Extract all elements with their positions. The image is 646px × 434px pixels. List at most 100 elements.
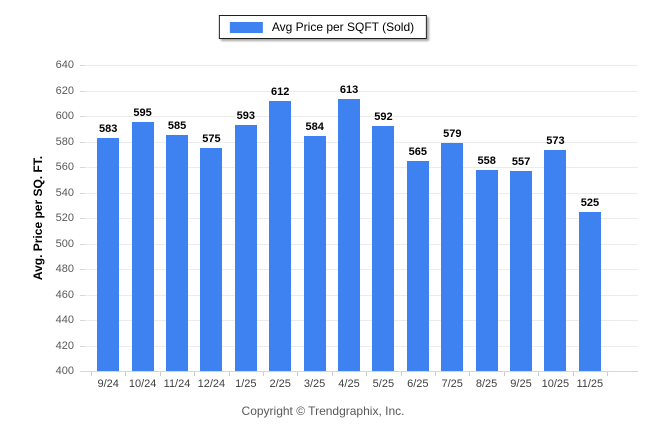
y-axis-tick <box>80 269 85 270</box>
y-axis-tick <box>80 116 85 117</box>
bar-slot: 558 <box>469 65 503 371</box>
bars-container: 583 595 585 575 593 612 584 613 592 565 579 558 557 5… <box>91 65 607 371</box>
x-axis-tick <box>331 372 333 376</box>
bar-8/25 <box>475 169 498 371</box>
y-axis-tick-label: 540 <box>55 186 74 199</box>
gridline <box>85 269 638 270</box>
y-axis-tick-label: 460 <box>55 288 74 301</box>
x-axis-tick-label: 11/25 <box>576 378 604 390</box>
y-axis-tick <box>80 243 85 245</box>
bar-value-label: 565 <box>408 145 428 158</box>
gridline <box>85 116 638 117</box>
y-axis-tick-label: 560 <box>55 161 74 173</box>
gridline <box>85 320 638 321</box>
bar-slot: 525 <box>573 65 607 371</box>
bar-value-label: 595 <box>133 107 152 120</box>
y-axis-tick-label: 580 <box>55 135 74 148</box>
bar-value-label: 613 <box>339 84 359 97</box>
x-axis-tick <box>263 372 264 376</box>
y-axis-tick <box>80 192 85 194</box>
bar-5/25 <box>372 126 395 371</box>
x-axis-tick-label: 8/25 <box>475 378 498 390</box>
x-axis-tick-label: 7/25 <box>441 378 463 390</box>
x-axis-tick <box>228 372 230 376</box>
gridline <box>85 192 638 194</box>
x-axis-tick-label: 11/24 <box>163 378 191 390</box>
legend: Avg Price per SQFT (Sold) <box>218 15 428 39</box>
y-axis-tick <box>80 167 85 168</box>
bar-9/25 <box>510 170 533 371</box>
x-axis-tick-label: 3/25 <box>303 378 326 390</box>
y-axis-tick-label: 620 <box>55 84 74 97</box>
x-axis-tick-label: 10/25 <box>541 378 570 390</box>
x-axis-tick-label: 12/24 <box>197 378 226 390</box>
x-axis-tick-label: 9/25 <box>510 378 532 390</box>
y-axis-tick <box>80 65 85 66</box>
bar-value-label: 575 <box>202 132 221 145</box>
x-axis-tick <box>400 372 402 376</box>
bar-slot: 573 <box>538 65 572 371</box>
x-axis-tick <box>159 372 161 376</box>
x-axis-tick <box>91 372 92 376</box>
gridline <box>85 243 638 245</box>
x-axis-tick <box>366 372 368 376</box>
bar-value-label: 525 <box>580 196 600 209</box>
bar-9/24 <box>97 137 120 371</box>
bar-6/25 <box>406 160 429 371</box>
gridline <box>85 141 638 143</box>
bar-slot: 612 <box>263 65 297 371</box>
x-axis-tick-label: 2/25 <box>269 378 291 390</box>
y-axis-tick <box>80 294 85 296</box>
x-axis-tick-label: 6/25 <box>407 378 429 390</box>
gridline <box>85 65 638 66</box>
legend-swatch-icon <box>229 21 263 33</box>
x-axis-tick <box>297 372 299 376</box>
bar-slot: 583 <box>91 65 125 371</box>
x-axis-tick <box>572 372 574 376</box>
y-axis-tick <box>80 90 85 92</box>
bar-slot: 575 <box>194 65 228 371</box>
bar-value-label: 592 <box>374 111 393 124</box>
bar-slot: 565 <box>401 65 435 371</box>
x-axis-line <box>85 371 638 372</box>
bar-value-label: 558 <box>477 154 496 167</box>
bar-slot: 579 <box>435 65 469 371</box>
y-axis-tick-label: 520 <box>55 212 74 224</box>
bar-value-label: 612 <box>271 85 290 98</box>
y-axis-tick <box>80 371 85 372</box>
bar-value-label: 583 <box>99 122 118 135</box>
y-axis-tick-label: 500 <box>55 237 74 250</box>
x-axis-tick <box>125 372 127 376</box>
x-axis-tick <box>469 372 471 376</box>
x-axis-tick <box>538 372 540 376</box>
y-axis-tick-label: 420 <box>55 339 74 352</box>
bar-4/25 <box>338 99 361 371</box>
gridline <box>85 294 638 296</box>
x-axis-tick <box>607 372 608 376</box>
gridline <box>85 218 638 219</box>
x-axis-tick-label: 10/24 <box>128 378 157 390</box>
y-axis-tick <box>80 141 85 143</box>
bar-value-label: 593 <box>236 109 255 122</box>
bar-slot: 592 <box>366 65 400 371</box>
bar-7/25 <box>441 142 464 371</box>
bar-value-label: 584 <box>305 121 324 134</box>
bar-2/25 <box>269 100 292 371</box>
bar-value-label: 573 <box>546 135 565 148</box>
y-axis-tick <box>80 345 85 347</box>
x-axis-tick-label: 5/25 <box>372 378 395 390</box>
bar-slot: 613 <box>332 65 366 371</box>
bar-slot: 593 <box>229 65 263 371</box>
bar-1/25 <box>234 124 257 371</box>
x-axis-tick <box>503 372 505 376</box>
y-axis-tick-label: 640 <box>55 59 74 71</box>
x-axis-tick <box>435 372 436 376</box>
y-axis-tick-label: 400 <box>55 365 74 377</box>
y-axis-tick-label: 480 <box>55 263 74 275</box>
bar-slot: 585 <box>160 65 194 371</box>
gridline <box>85 90 638 92</box>
bar-3/25 <box>303 136 326 371</box>
bar-11/25 <box>578 211 601 371</box>
bar-value-label: 579 <box>443 127 462 140</box>
